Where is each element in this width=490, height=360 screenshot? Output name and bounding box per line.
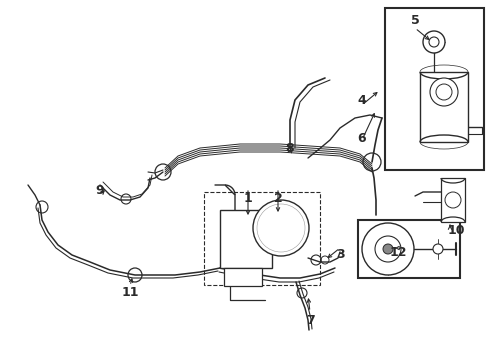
Circle shape xyxy=(261,208,301,248)
Circle shape xyxy=(433,244,443,254)
Text: 6: 6 xyxy=(358,131,367,144)
Bar xyxy=(220,210,272,268)
Bar xyxy=(385,8,484,170)
Text: 4: 4 xyxy=(358,94,367,107)
Circle shape xyxy=(362,223,414,275)
Text: 5: 5 xyxy=(411,13,419,27)
Bar xyxy=(358,220,460,278)
Circle shape xyxy=(429,37,439,47)
Circle shape xyxy=(253,200,309,256)
Circle shape xyxy=(274,221,288,235)
Text: 9: 9 xyxy=(96,184,104,197)
Circle shape xyxy=(445,192,461,208)
Circle shape xyxy=(383,244,393,254)
Circle shape xyxy=(436,84,452,100)
Bar xyxy=(204,192,320,285)
Bar xyxy=(441,178,465,222)
Text: 3: 3 xyxy=(336,248,344,261)
Circle shape xyxy=(265,212,297,244)
Text: 1: 1 xyxy=(244,192,252,204)
Text: 2: 2 xyxy=(273,192,282,204)
Circle shape xyxy=(430,78,458,106)
Text: 8: 8 xyxy=(286,141,294,154)
Circle shape xyxy=(423,31,445,53)
Circle shape xyxy=(257,204,305,252)
Bar xyxy=(420,72,468,142)
Text: 12: 12 xyxy=(389,246,407,258)
Bar xyxy=(224,268,262,286)
Text: 7: 7 xyxy=(306,314,315,327)
Circle shape xyxy=(375,236,401,262)
Text: 10: 10 xyxy=(447,224,465,237)
Text: 11: 11 xyxy=(121,285,139,298)
